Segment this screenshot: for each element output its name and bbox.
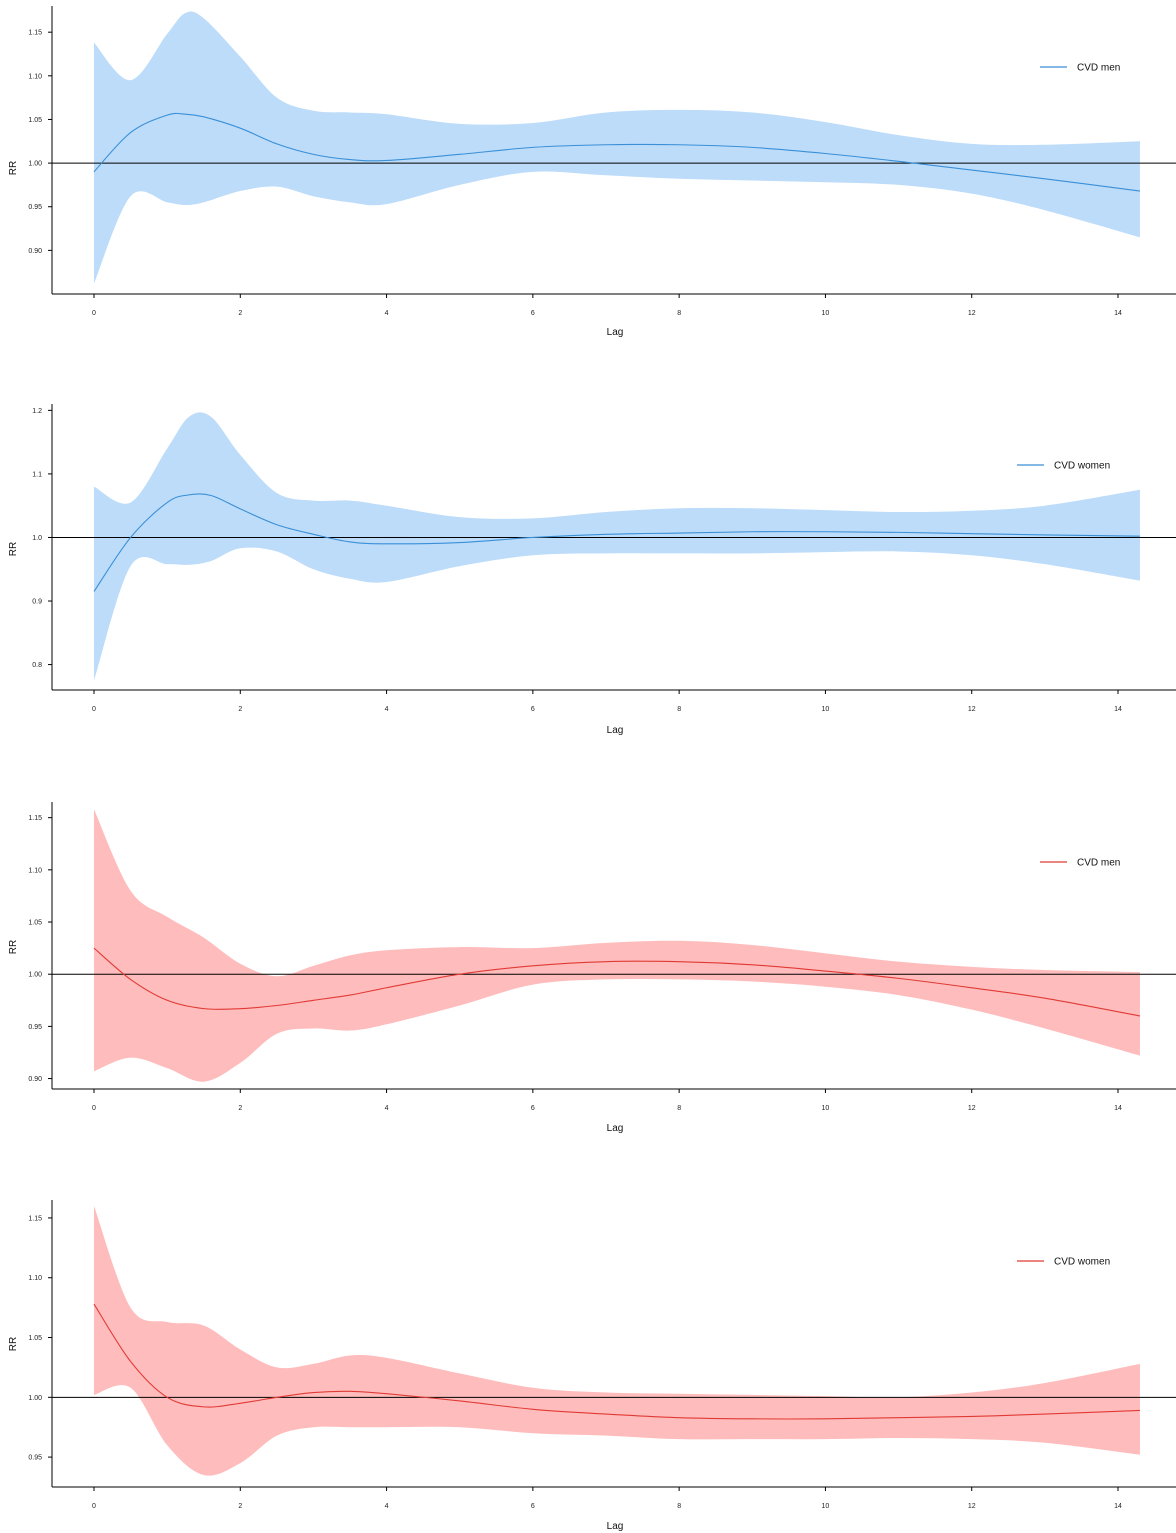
x-axis-title: Lag bbox=[607, 1123, 624, 1134]
y-axis-title: RR bbox=[8, 542, 19, 556]
y-tick-label: 1.2 bbox=[32, 408, 42, 415]
y-tick-label: 1.15 bbox=[28, 30, 42, 37]
confidence-band bbox=[94, 809, 1140, 1082]
chart-panel-cvd-men-red: 0 2 4 6 8 10 12 14 0.90 0.95 1.00 1.05 1.10 1.15 Lag RR… bbox=[8, 802, 1176, 1134]
legend-label: CVD men bbox=[1077, 63, 1120, 74]
x-tick-label: 6 bbox=[531, 1105, 535, 1112]
y-tick-label: 1.10 bbox=[28, 867, 42, 874]
confidence-band bbox=[94, 1205, 1140, 1476]
x-tick-label: 4 bbox=[385, 1503, 389, 1510]
x-tick-label: 4 bbox=[385, 1105, 389, 1112]
x-tick-label: 12 bbox=[968, 310, 976, 317]
y-tick-label: 0.8 bbox=[32, 662, 42, 669]
y-axis-title: RR bbox=[8, 161, 19, 175]
x-tick-label: 2 bbox=[238, 706, 242, 713]
y-tick-label: 0.9 bbox=[32, 599, 42, 606]
x-tick-label: 14 bbox=[1114, 1105, 1122, 1112]
x-tick-label: 10 bbox=[822, 706, 830, 713]
legend-label: CVD men bbox=[1077, 858, 1120, 869]
x-tick-label: 4 bbox=[385, 706, 389, 713]
x-tick-label: 8 bbox=[677, 706, 681, 713]
chart-panel-cvd-men-blue: 0 2 4 6 8 10 12 14 0.90 0.95 1.00 1.05 1.10 1.15 Lag RR… bbox=[8, 6, 1176, 338]
x-tick-label: 10 bbox=[822, 1105, 830, 1112]
x-tick-label: 8 bbox=[677, 1105, 681, 1112]
series-line bbox=[93, 1303, 1140, 1420]
y-tick-label: 1.15 bbox=[28, 815, 42, 822]
x-tick-label: 8 bbox=[677, 1503, 681, 1510]
x-tick-label: 6 bbox=[531, 1503, 535, 1510]
y-tick-label: 0.95 bbox=[28, 1455, 42, 1462]
y-axis-title: RR bbox=[8, 940, 19, 954]
x-tick-label: 0 bbox=[92, 310, 96, 317]
chart-panel-cvd-women-blue: 0 2 4 6 8 10 12 14 0.8 0.9 1.0 1.1 1.2 Lag RR CVD women bbox=[8, 404, 1176, 736]
x-tick-label: 14 bbox=[1114, 1503, 1122, 1510]
y-tick-label: 0.90 bbox=[28, 1076, 42, 1083]
legend-label: CVD women bbox=[1054, 461, 1110, 472]
y-tick-label: 0.90 bbox=[28, 248, 42, 255]
x-axis-title: Lag bbox=[607, 725, 624, 736]
chart-panel-cvd-women-red: 0 2 4 6 8 10 12 14 0.95 1.00 1.05 1.10 1.15 Lag RR CVD … bbox=[8, 1200, 1176, 1532]
x-axis-title: Lag bbox=[607, 327, 624, 338]
y-tick-label: 1.0 bbox=[32, 535, 42, 542]
y-tick-label: 1.05 bbox=[28, 920, 42, 927]
y-tick-label: 1.15 bbox=[28, 1215, 42, 1222]
confidence-band bbox=[94, 11, 1140, 284]
y-tick-label: 1.10 bbox=[28, 73, 42, 80]
x-tick-label: 0 bbox=[92, 1503, 96, 1510]
x-tick-label: 12 bbox=[968, 1105, 976, 1112]
x-tick-label: 10 bbox=[822, 1503, 830, 1510]
y-tick-label: 1.05 bbox=[28, 1335, 42, 1342]
x-tick-label: 10 bbox=[822, 310, 830, 317]
x-tick-label: 14 bbox=[1114, 310, 1122, 317]
x-tick-label: 0 bbox=[92, 1105, 96, 1112]
series-line bbox=[93, 493, 1140, 592]
y-tick-label: 1.05 bbox=[28, 117, 42, 124]
y-tick-label: 1.00 bbox=[28, 1395, 42, 1402]
y-tick-label: 0.95 bbox=[28, 1024, 42, 1031]
x-tick-label: 12 bbox=[968, 706, 976, 713]
x-tick-label: 12 bbox=[968, 1503, 976, 1510]
x-tick-label: 6 bbox=[531, 706, 535, 713]
y-tick-label: 1.00 bbox=[28, 972, 42, 979]
series-line bbox=[93, 947, 1141, 1017]
x-axis-title: Lag bbox=[607, 1521, 624, 1532]
x-tick-label: 2 bbox=[238, 310, 242, 317]
legend-label: CVD women bbox=[1054, 1257, 1110, 1268]
y-tick-label: 1.1 bbox=[32, 471, 42, 478]
y-tick-label: 1.10 bbox=[28, 1275, 42, 1282]
x-tick-label: 2 bbox=[238, 1503, 242, 1510]
confidence-band bbox=[94, 412, 1140, 681]
x-tick-label: 8 bbox=[677, 310, 681, 317]
x-tick-label: 14 bbox=[1114, 706, 1122, 713]
series-line bbox=[93, 112, 1141, 192]
x-tick-label: 4 bbox=[385, 310, 389, 317]
y-tick-label: 0.95 bbox=[28, 204, 42, 211]
x-tick-label: 6 bbox=[531, 310, 535, 317]
x-tick-label: 2 bbox=[238, 1105, 242, 1112]
y-axis-title: RR bbox=[8, 1337, 19, 1351]
y-tick-label: 1.00 bbox=[28, 161, 42, 168]
x-tick-label: 0 bbox=[92, 706, 96, 713]
